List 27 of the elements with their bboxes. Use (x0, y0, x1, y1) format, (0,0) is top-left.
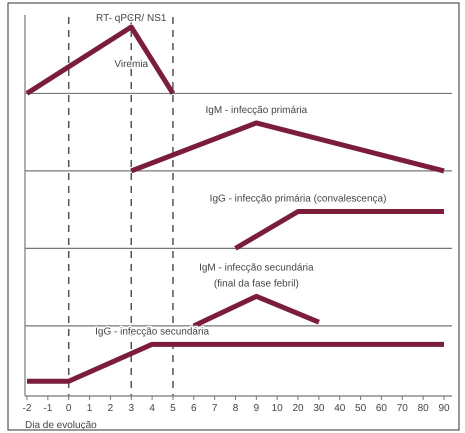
x-tick-label: 30 (313, 403, 325, 414)
series-label: Viremia (114, 59, 149, 70)
series-label: IgG - infecção primária (convalescença) (210, 194, 386, 204)
x-tick-label: 6 (191, 403, 198, 414)
x-tick-label: 2 (108, 403, 114, 414)
x-tick-label: 40 (334, 403, 346, 414)
x-tick-label: 3 (128, 403, 134, 414)
x-tick-label: 10 (272, 403, 284, 414)
x-tick-label: 70 (396, 403, 408, 414)
x-tick-label: 1 (86, 403, 93, 414)
x-tick-label: 4 (149, 403, 156, 414)
x-tick-label: 0 (66, 403, 72, 414)
x-tick-label: 5 (170, 403, 176, 414)
x-tick-label: 90 (438, 403, 450, 414)
x-tick-label: 60 (376, 403, 388, 414)
x-axis-title: Dia de evolução (25, 420, 98, 431)
series-label: IgM - infecção primária (206, 104, 308, 116)
annotation: (final da fase febril) (214, 278, 299, 290)
x-tick-label: 80 (418, 403, 430, 414)
text: IgM - infecção secundária (199, 262, 314, 274)
x-tick-label: -2 (22, 403, 32, 414)
x-tick-label: 50 (355, 403, 367, 414)
x-tick-label: 9 (254, 403, 260, 414)
x-tick-label: 7 (212, 403, 218, 414)
x-tick-label: -1 (43, 403, 53, 414)
x-tick-label: 8 (232, 403, 239, 414)
x-tick-label: 20 (292, 403, 304, 414)
